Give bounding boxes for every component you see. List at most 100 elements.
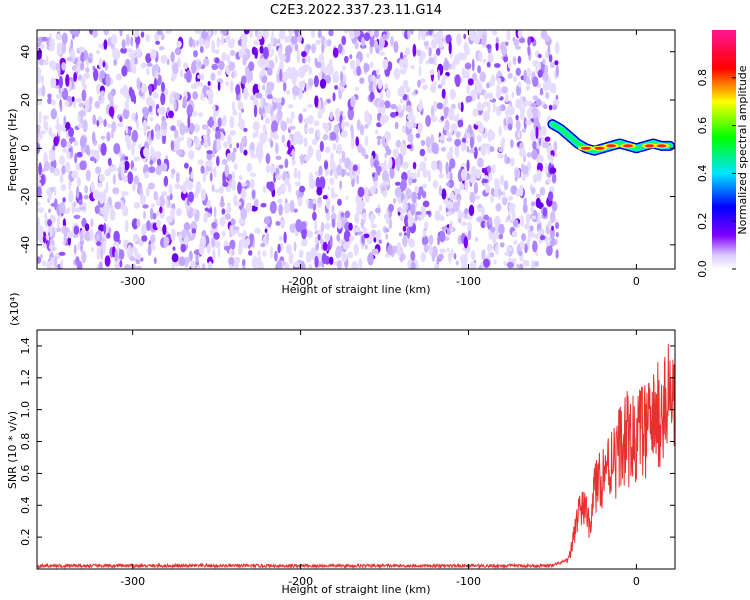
noise-blob xyxy=(183,181,188,188)
noise-blob xyxy=(487,147,491,155)
spectrogram-x-tick-label: -300 xyxy=(120,275,145,288)
noise-blob xyxy=(329,111,334,120)
noise-blob xyxy=(384,83,389,89)
noise-blob xyxy=(298,66,306,79)
noise-blob xyxy=(245,237,251,246)
noise-blob xyxy=(385,89,391,99)
noise-blob xyxy=(373,180,379,188)
noise-blob xyxy=(467,221,472,234)
noise-blob xyxy=(113,48,121,61)
noise-blob xyxy=(192,208,197,215)
noise-blob xyxy=(530,205,534,215)
noise-blob xyxy=(394,157,401,167)
noise-blob xyxy=(103,119,107,128)
noise-blob xyxy=(338,157,343,165)
noise-blob xyxy=(365,244,368,250)
noise-blob xyxy=(547,220,552,228)
noise-blob xyxy=(382,33,387,40)
noise-blob xyxy=(301,228,307,240)
noise-blob xyxy=(143,147,149,158)
noise-blob xyxy=(53,186,57,196)
noise-blob xyxy=(237,181,242,195)
noise-blob xyxy=(299,185,306,193)
noise-blob xyxy=(133,175,140,185)
noise-blob xyxy=(410,172,417,180)
noise-blob xyxy=(253,104,258,118)
noise-blob xyxy=(422,208,427,217)
noise-blob xyxy=(511,209,516,221)
noise-blob xyxy=(303,137,308,148)
noise-blob xyxy=(219,128,225,133)
noise-blob xyxy=(262,185,267,193)
noise-blob xyxy=(172,210,175,215)
noise-blob xyxy=(185,256,191,264)
noise-blob xyxy=(491,30,498,36)
noise-blob xyxy=(532,173,538,184)
noise-blob xyxy=(182,96,187,109)
noise-blob xyxy=(481,178,489,184)
noise-blob xyxy=(229,80,234,93)
noise-blob xyxy=(375,129,379,135)
noise-blob xyxy=(537,53,542,59)
noise-blob xyxy=(221,208,226,215)
noise-blob xyxy=(461,168,468,181)
noise-blob xyxy=(341,252,348,263)
noise-blob xyxy=(83,73,91,78)
noise-blob xyxy=(159,46,165,51)
noise-blob xyxy=(411,191,418,204)
noise-blob xyxy=(324,74,331,84)
noise-blob xyxy=(275,221,281,226)
noise-blob xyxy=(437,69,441,81)
noise-blob xyxy=(286,90,291,95)
spectrogram-y-tick-label: 0 xyxy=(19,145,32,152)
noise-blob xyxy=(183,62,189,70)
noise-blob xyxy=(342,242,350,250)
noise-blob xyxy=(395,139,402,148)
noise-blob xyxy=(397,88,401,97)
noise-blob xyxy=(277,198,283,204)
noise-blob xyxy=(148,182,155,190)
noise-blob xyxy=(373,237,377,243)
noise-blob xyxy=(462,70,468,79)
noise-blob xyxy=(99,70,106,79)
noise-blob xyxy=(120,87,125,96)
noise-blob xyxy=(340,212,345,218)
noise-blob xyxy=(508,195,514,201)
noise-blob xyxy=(95,233,100,241)
noise-blob xyxy=(110,33,118,45)
noise-blob xyxy=(160,162,168,172)
noise-blob xyxy=(476,216,484,223)
noise-blob xyxy=(486,61,491,68)
noise-blob xyxy=(37,175,42,182)
noise-blob xyxy=(259,45,264,54)
noise-blob xyxy=(133,156,140,162)
noise-blob xyxy=(501,86,508,94)
noise-blob xyxy=(376,68,380,76)
noise-blob xyxy=(469,136,474,149)
noise-blob xyxy=(61,41,67,54)
noise-blob xyxy=(344,55,349,64)
noise-blob xyxy=(364,110,370,123)
noise-blob xyxy=(50,202,58,207)
noise-blob xyxy=(513,240,518,245)
noise-blob xyxy=(67,230,74,239)
noise-blob xyxy=(217,247,221,258)
noise-blob xyxy=(281,134,286,144)
noise-blob xyxy=(191,233,196,239)
noise-blob xyxy=(555,64,559,78)
noise-blob xyxy=(329,235,333,248)
snr-frame xyxy=(36,329,676,570)
noise-blob xyxy=(390,103,397,110)
noise-blob xyxy=(473,182,478,195)
spectrogram-signal-track xyxy=(547,119,675,156)
noise-blob xyxy=(223,245,231,251)
noise-blob xyxy=(170,125,176,132)
noise-blob xyxy=(312,198,317,205)
noise-blob xyxy=(375,207,381,214)
noise-blob xyxy=(532,95,539,101)
noise-blob xyxy=(217,117,222,128)
noise-blob xyxy=(531,187,536,195)
noise-blob xyxy=(262,250,267,257)
noise-blob xyxy=(382,181,390,186)
noise-blob xyxy=(95,166,102,175)
